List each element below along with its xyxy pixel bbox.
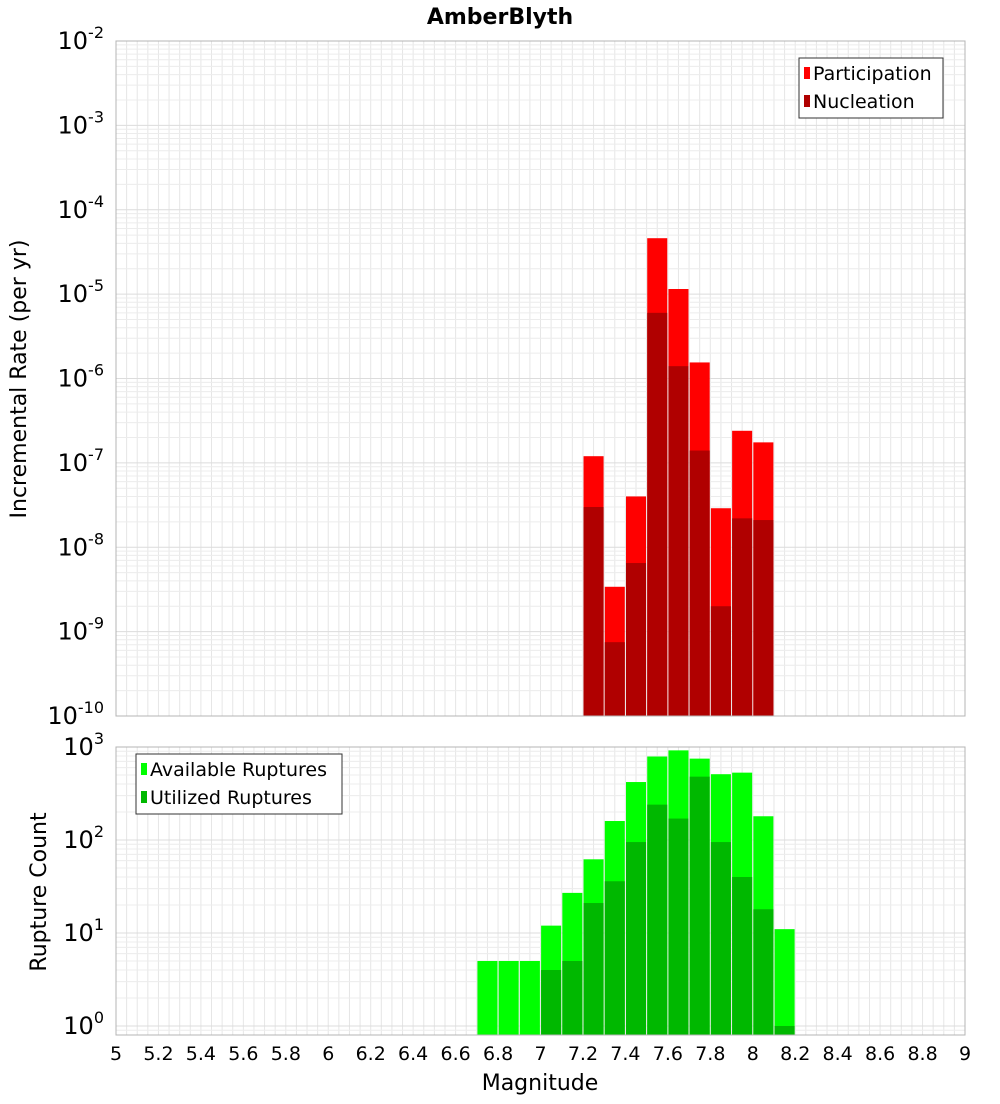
x-tick-label: 6.8 — [483, 1043, 513, 1065]
rate-y-tick-label: 10-2 — [58, 23, 105, 55]
rate-bar-b — [753, 520, 774, 716]
rate-bars — [583, 238, 774, 716]
rate-legend-swatch — [804, 67, 810, 79]
x-tick-label: 6 — [322, 1043, 334, 1065]
count-bar-b — [541, 969, 562, 1035]
x-tick-label: 6.4 — [398, 1043, 428, 1065]
rupture-count-plot: 100 101 102 103 Available Ruptures Utilized R… — [63, 729, 971, 1065]
y-axis-label-rate: Incremental Rate (per yr) — [7, 240, 32, 519]
count-legend-box — [135, 753, 343, 815]
count-bar-a — [519, 960, 540, 1035]
x-tick-label: 8.4 — [823, 1043, 853, 1065]
count-y-tick-label: 102 — [63, 822, 104, 854]
rate-plot-frame — [115, 40, 966, 717]
rate-legend-swatch — [804, 95, 810, 107]
x-tick-labels: 5 5.2 5.4 5.6 5.8 6 6.2 6.4 6.6 6.8 7 7.2 7.4 7.6 7.8 8… — [110, 1043, 971, 1065]
x-tick-label: 7.2 — [568, 1043, 598, 1065]
x-tick-label: 7.8 — [695, 1043, 725, 1065]
rate-legend-label: Participation — [813, 63, 932, 85]
x-tick-label: 7.6 — [653, 1043, 683, 1065]
count-y-tick-label: 103 — [63, 729, 104, 761]
count-legend-swatch — [141, 763, 147, 775]
count-legend-swatch — [141, 791, 147, 803]
x-tick-label: 5 — [110, 1043, 122, 1065]
count-bar-b — [583, 903, 604, 1035]
x-tick-label: 8 — [747, 1043, 759, 1065]
rate-bar-b — [689, 450, 710, 716]
rate-legend-label: Nucleation — [813, 91, 915, 113]
count-bar-b — [732, 877, 753, 1035]
rate-y-tick-label: 10-6 — [58, 361, 105, 393]
rate-y-tick-label: 10-7 — [58, 445, 105, 477]
y-axis-label-count: Rupture Count — [27, 812, 52, 972]
count-bar-b — [668, 818, 689, 1035]
rate-bar-b — [625, 563, 647, 716]
rate-y-tick-label: 10-9 — [58, 614, 105, 646]
count-bar-b — [604, 881, 625, 1035]
count-y-tick-label: 100 — [63, 1008, 104, 1040]
count-y-tick-label: 101 — [63, 915, 104, 947]
rate-y-tick-label: 10-8 — [58, 529, 105, 561]
x-tick-label: 8.8 — [907, 1043, 937, 1065]
rate-legend: Participation Nucleation — [798, 57, 944, 119]
x-tick-label: 9 — [959, 1043, 971, 1065]
x-tick-label: 7.4 — [610, 1043, 640, 1065]
count-bar-a — [477, 960, 498, 1035]
rate-y-tick-label: 10-5 — [58, 276, 105, 308]
rate-bar-b — [668, 366, 689, 716]
count-bars — [477, 750, 795, 1035]
x-tick-label: 6.6 — [440, 1043, 470, 1065]
count-bar-b — [753, 909, 774, 1035]
rate-grid — [115, 40, 966, 717]
count-bar-b — [774, 1025, 795, 1035]
rate-plot: 10-10 10-9 10-8 10-7 10-6 10-5 10-4 10-3 10-2 Par… — [47, 23, 966, 730]
count-plot-frame — [115, 746, 966, 1036]
x-tick-label: 8.6 — [865, 1043, 895, 1065]
rate-bar-b — [647, 312, 668, 716]
count-bar-b — [625, 842, 647, 1035]
x-tick-label: 5.8 — [271, 1043, 301, 1065]
chart-title: AmberBlyth — [427, 5, 573, 30]
x-tick-label: 5.6 — [228, 1043, 258, 1065]
count-legend: Available Ruptures Utilized Ruptures — [135, 753, 343, 815]
count-bar-a — [498, 960, 519, 1035]
x-tick-label: 5.2 — [143, 1043, 173, 1065]
rate-bar-b — [583, 506, 604, 716]
rate-y-tick-label: 10-4 — [58, 192, 105, 224]
count-legend-label: Available Ruptures — [150, 759, 327, 781]
count-legend-label: Utilized Ruptures — [150, 787, 312, 809]
rate-y-tick-label: 10-3 — [58, 107, 105, 139]
rate-bar-b — [710, 606, 731, 716]
count-bar-a — [774, 929, 795, 1035]
x-tick-label: 8.2 — [780, 1043, 810, 1065]
count-bar-b — [689, 776, 710, 1035]
count-bar-b — [647, 804, 668, 1035]
count-bar-b — [710, 842, 731, 1035]
rate-y-tick-label: 10-10 — [47, 698, 104, 730]
x-tick-label: 6.2 — [356, 1043, 386, 1065]
count-bar-b — [562, 960, 583, 1035]
x-tick-label: 5.4 — [186, 1043, 216, 1065]
x-axis-label: Magnitude — [482, 1071, 599, 1096]
x-tick-label: 7 — [534, 1043, 546, 1065]
rate-bar-b — [604, 642, 625, 716]
rate-bar-b — [732, 518, 753, 716]
rate-legend-box — [798, 57, 944, 119]
